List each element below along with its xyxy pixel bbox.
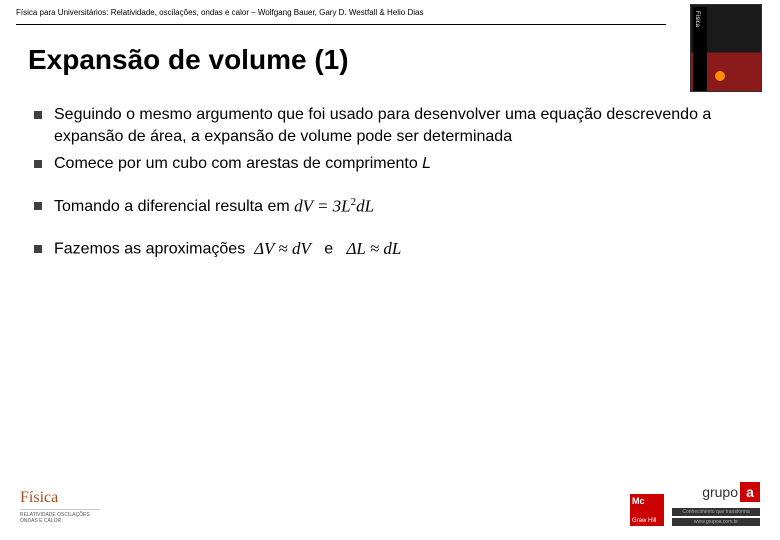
bullet-marker-icon <box>34 245 42 253</box>
footer-left-logo: Física RELATIVIDADE OSCILAÇÕES ONDAS E C… <box>20 489 100 524</box>
bullet-text: Fazemos as aproximações ΔV ≈ dV e ΔL ≈ d… <box>54 238 401 261</box>
bullet-item: Tomando a diferencial resulta em dV = 3L… <box>34 195 752 219</box>
grupo-strapline-1: Conhecimento que transforma <box>672 508 760 516</box>
grupo-a-logo: grupo a Conhecimento que transforma www.… <box>672 482 760 526</box>
bullet-marker-icon <box>34 160 42 168</box>
content-area: Seguindo o mesmo argumento que foi usado… <box>34 104 752 267</box>
bullet-item: Seguindo o mesmo argumento que foi usado… <box>34 104 752 147</box>
bullet-text: Comece por um cubo com arestas de compri… <box>54 153 431 175</box>
header-rule <box>16 24 666 25</box>
header-reference: Física para Universitários: Relatividade… <box>16 8 423 17</box>
bullet-marker-icon <box>34 111 42 119</box>
book-cover-thumbnail: Física <box>690 4 762 92</box>
grupo-a-box: a <box>740 482 760 502</box>
slide-title: Expansão de volume (1) <box>28 44 349 76</box>
footer-right-logos: grupo a Conhecimento que transforma www.… <box>630 482 760 526</box>
bullet-text: Seguindo o mesmo argumento que foi usado… <box>54 104 752 147</box>
bullet-text: Tomando a diferencial resulta em dV = 3L… <box>54 195 374 219</box>
bullet-marker-icon <box>34 202 42 210</box>
fisica-logo-text: Física <box>20 489 100 507</box>
bullet-item: Fazemos as aproximações ΔV ≈ dV e ΔL ≈ d… <box>34 238 752 261</box>
bullet-item: Comece por um cubo com arestas de compri… <box>34 153 752 175</box>
grupo-strapline-2: www.grupoa.com.br <box>672 518 760 526</box>
grupo-text: grupo <box>702 484 738 500</box>
fisica-subtitle: RELATIVIDADE OSCILAÇÕES ONDAS E CALOR <box>20 509 100 524</box>
mcgraw-hill-logo <box>630 494 664 526</box>
